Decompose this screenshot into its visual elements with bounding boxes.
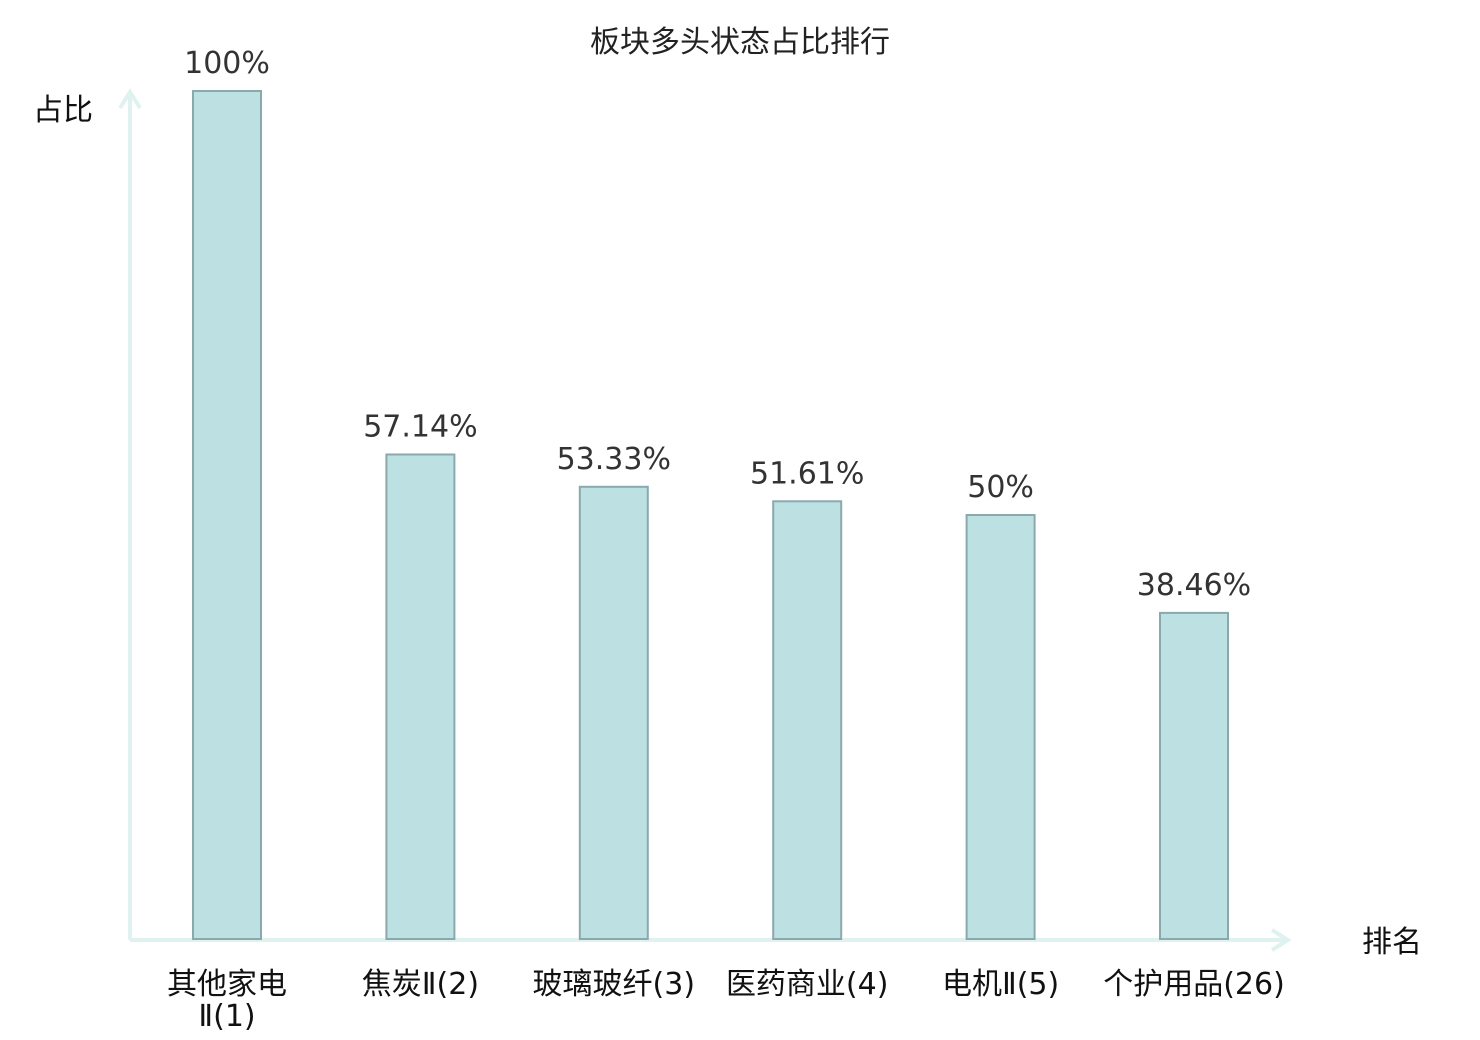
- value-label-5: 50%: [967, 470, 1034, 505]
- chart-title: 板块多头状态占比排行: [590, 25, 890, 60]
- bar-3: [578, 485, 649, 940]
- value-label-4: 51.61%: [750, 456, 864, 491]
- value-label-3: 53.33%: [557, 442, 671, 477]
- x-axis-label: 排名: [1362, 925, 1422, 960]
- category-label-2: 焦炭Ⅱ(2): [362, 967, 479, 1002]
- bar-4: [772, 500, 843, 940]
- category-label-6: 个护用品(26): [1103, 967, 1285, 1002]
- value-label-2: 57.14%: [363, 410, 477, 445]
- category-label-5: 电机Ⅱ(5): [942, 967, 1059, 1002]
- value-label-6: 38.46%: [1137, 568, 1251, 603]
- category-label-1-line-2: Ⅱ(1): [198, 999, 255, 1034]
- axes: [118, 88, 1292, 952]
- category-label-3: 玻璃玻纤(3): [533, 967, 696, 1002]
- bar-2: [385, 453, 456, 940]
- value-label-1: 100%: [184, 46, 270, 81]
- x-axis-arrow: [1270, 928, 1292, 952]
- bars-group: [192, 90, 1229, 941]
- value-labels-group: 100% 57.14% 53.33% 51.61% 50% 38.46%: [184, 46, 1251, 603]
- y-axis-label: 占比: [33, 93, 93, 128]
- bar-5: [965, 514, 1036, 940]
- category-label-4: 医药商业(4): [726, 967, 889, 1002]
- category-label-1-line-1: 其他家电: [167, 967, 287, 1002]
- bar-1: [192, 90, 262, 940]
- y-axis-arrow: [118, 88, 142, 110]
- bar-6: [1159, 611, 1229, 941]
